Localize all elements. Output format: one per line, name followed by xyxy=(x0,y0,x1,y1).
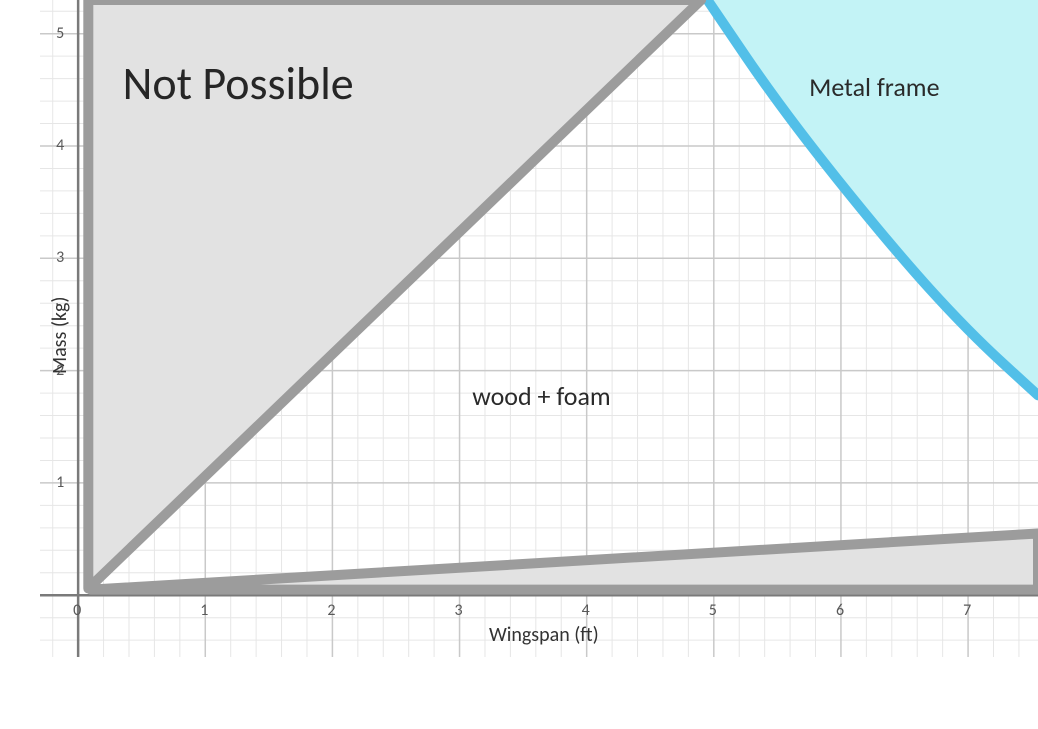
y-tick-label: 4 xyxy=(56,136,64,155)
y-tick-label: 1 xyxy=(56,473,64,492)
x-tick-label: 7 xyxy=(963,601,971,620)
chart-root: Wingspan (ft) Mass (kg) Not Possible Met… xyxy=(0,0,1038,729)
y-tick-label: 3 xyxy=(56,248,64,267)
x-tick-label: 5 xyxy=(709,601,717,620)
x-tick-label: 4 xyxy=(582,601,590,620)
x-tick-label: 2 xyxy=(327,601,335,620)
region-label-not-possible: Not Possible xyxy=(123,56,354,112)
y-tick-label: 5 xyxy=(56,24,64,43)
y-tick-label: 2 xyxy=(56,361,64,380)
x-tick-label: 3 xyxy=(455,601,463,620)
x-tick-label: 6 xyxy=(836,601,844,620)
x-tick-label: 0 xyxy=(73,601,81,620)
x-axis-label: Wingspan (ft) xyxy=(489,623,599,647)
region-label-metal-frame: Metal frame xyxy=(809,71,939,103)
x-tick-label: 1 xyxy=(200,601,208,620)
region-label-wood-foam: wood + foam xyxy=(472,380,610,412)
